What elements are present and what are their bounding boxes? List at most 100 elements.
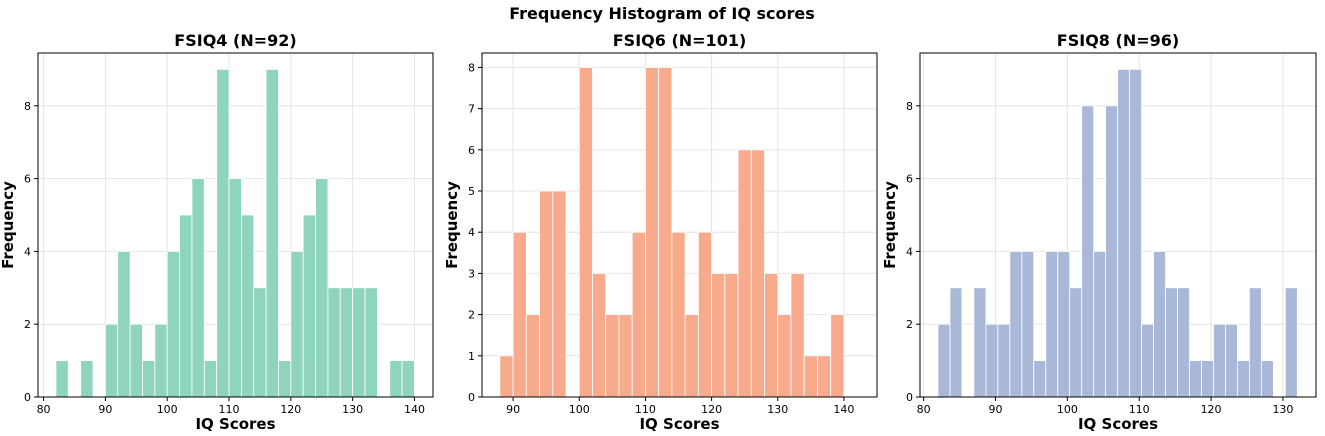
x-tick-label: 130 <box>1272 403 1293 416</box>
histogram-bar <box>552 190 567 398</box>
histogram-bar <box>697 231 712 398</box>
y-tick-label: 7 <box>468 103 475 116</box>
histogram-bar <box>985 323 999 398</box>
histogram-bar <box>592 273 607 398</box>
y-axis-label: Frequency <box>443 181 461 269</box>
x-tick-label: 140 <box>404 403 425 416</box>
histogram-bar <box>539 190 554 398</box>
y-tick-label: 0 <box>468 391 475 404</box>
histogram-bar <box>658 67 673 398</box>
x-tick-label: 120 <box>280 403 301 416</box>
histogram-bar <box>104 323 119 398</box>
histogram-bar <box>327 287 341 398</box>
histogram-bar <box>389 360 403 398</box>
histogram-bar <box>240 214 255 398</box>
histogram-bar <box>803 355 818 398</box>
x-tick-label: 100 <box>569 403 590 416</box>
histogram-bar <box>364 287 378 398</box>
histogram-bar <box>631 231 646 398</box>
y-tick-label: 4 <box>468 226 475 239</box>
histogram-bar <box>203 360 218 398</box>
y-tick-label: 3 <box>468 267 475 280</box>
y-tick-label: 8 <box>24 100 31 113</box>
histogram-bar <box>1213 323 1226 398</box>
y-tick-label: 5 <box>468 185 475 198</box>
histogram-bar <box>1117 68 1131 398</box>
histogram-bar <box>228 178 242 398</box>
histogram-bar <box>1105 105 1119 398</box>
histogram-bar <box>645 67 660 398</box>
y-tick-label: 8 <box>468 61 475 74</box>
y-tick-label: 0 <box>24 391 31 404</box>
y-tick-label: 2 <box>24 318 31 331</box>
histogram-panel-2: 90 100 110 120 130 140 0 1 2 3 4 5 6 7 8 FSIQ6 (N=101) I… <box>443 31 878 433</box>
y-axis-label: Frequency <box>0 181 17 269</box>
histogram-bar <box>817 355 832 398</box>
histogram-bar <box>352 287 366 398</box>
histogram-bar <box>1057 250 1071 398</box>
histogram-bar <box>1165 287 1178 398</box>
x-tick-label: 110 <box>1129 403 1150 416</box>
histogram-bar <box>1237 360 1250 398</box>
histogram-bar <box>737 149 752 398</box>
histogram-bar <box>1177 287 1190 398</box>
x-tick-label: 80 <box>917 403 931 416</box>
histogram-bar <box>265 68 279 398</box>
histogram-bar <box>1260 360 1274 398</box>
histogram-panel-1: 80 90 100 110 120 130 140 0 2 4 6 8 FSIQ4 (N=92) IQ S… <box>0 31 434 433</box>
histogram-bar <box>1009 250 1023 398</box>
x-tick-label: 80 <box>37 403 51 416</box>
y-tick-label: 6 <box>906 173 913 186</box>
histogram-bar <box>166 250 180 398</box>
y-tick-label: 6 <box>24 173 31 186</box>
x-axis-label: IQ Scores <box>1078 415 1158 433</box>
histogram-bar <box>401 360 415 398</box>
x-tick-label: 130 <box>767 403 788 416</box>
histogram-bar <box>937 323 951 398</box>
y-tick-label: 2 <box>468 309 475 322</box>
x-tick-label: 100 <box>1057 403 1078 416</box>
panel-title: FSIQ4 (N=92) <box>174 31 296 50</box>
x-tick-label: 110 <box>635 403 656 416</box>
histogram-bar <box>711 273 726 398</box>
histogram-bar <box>1248 287 1262 398</box>
x-tick-label: 100 <box>157 403 178 416</box>
histogram-bar <box>117 250 131 398</box>
histogram-bar <box>302 214 316 398</box>
x-tick-label: 110 <box>219 403 240 416</box>
histogram-bar <box>1201 360 1214 398</box>
histogram-bar <box>216 68 230 398</box>
histogram-panel-3: 80 90 100 110 120 130 0 2 4 6 8 FSIQ8 (N=96) IQ Scor… <box>881 31 1317 433</box>
x-axis-label: IQ Scores <box>195 415 275 433</box>
histogram-bar <box>1225 323 1238 398</box>
histogram-bar <box>790 273 805 398</box>
histogram-bar <box>1069 287 1083 398</box>
histogram-bar <box>1189 360 1202 398</box>
histogram-bar <box>671 231 686 398</box>
histogram-bar <box>1141 323 1154 398</box>
histogram-bar <box>997 323 1011 398</box>
histogram-bar <box>499 355 514 398</box>
histogram-bar <box>1284 287 1298 398</box>
histogram-bar <box>750 149 765 398</box>
histogram-bar <box>179 214 193 398</box>
histogram-bar <box>1129 68 1142 398</box>
x-axis-label: IQ Scores <box>639 415 719 433</box>
histogram-bar <box>1093 250 1107 398</box>
histogram-bar <box>1081 105 1095 398</box>
x-tick-label: 120 <box>701 403 722 416</box>
histogram-bar <box>142 360 156 398</box>
histogram-bar <box>290 250 304 398</box>
histogram-bar <box>1033 360 1047 398</box>
y-tick-label: 4 <box>24 245 31 258</box>
panel-title: FSIQ6 (N=101) <box>613 31 747 50</box>
figure-title: Frequency Histogram of IQ scores <box>509 4 815 23</box>
histogram-bar <box>512 231 527 398</box>
x-tick-label: 120 <box>1201 403 1222 416</box>
histogram-bar <box>154 323 168 398</box>
histogram-bar <box>605 314 620 398</box>
histogram-bar <box>1153 250 1166 398</box>
histogram-bar <box>1045 250 1059 398</box>
y-tick-label: 0 <box>906 391 913 404</box>
y-axis-label: Frequency <box>881 181 899 269</box>
